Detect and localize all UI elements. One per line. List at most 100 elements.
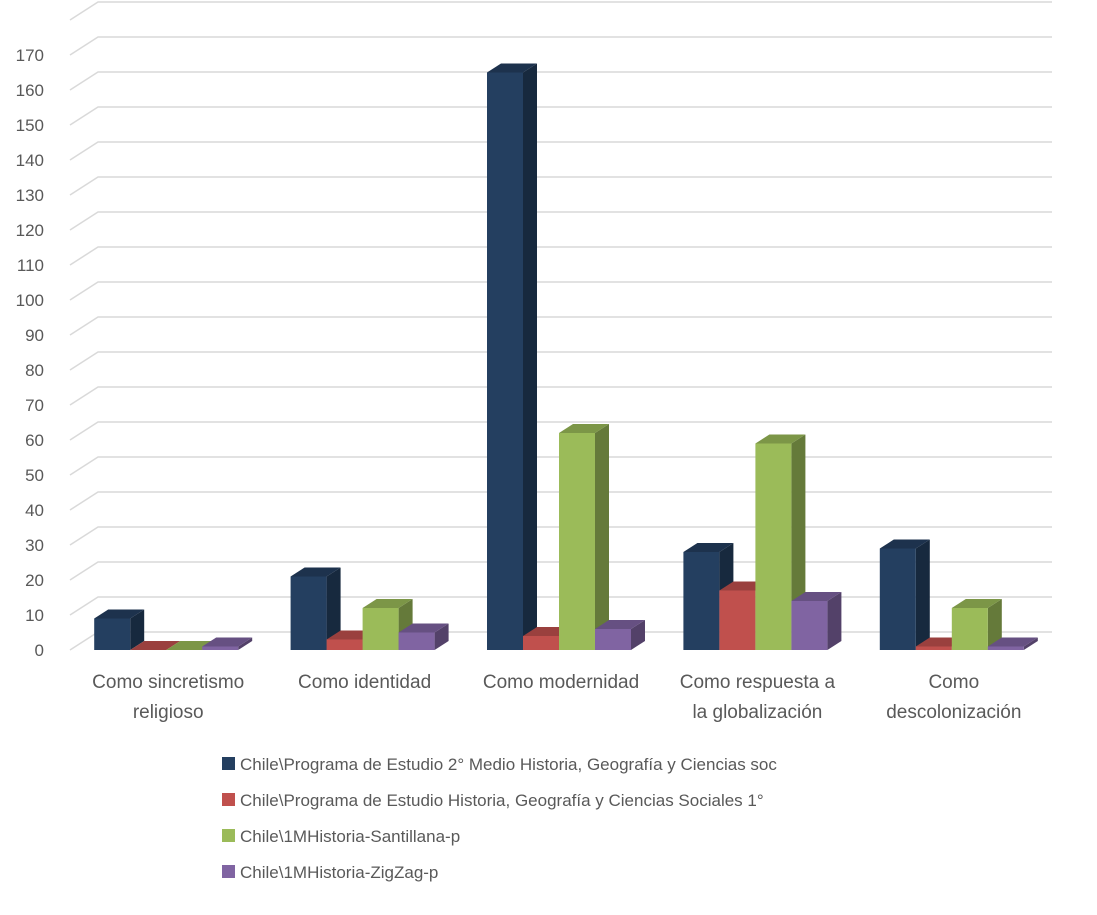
x-category-label: Como identidad <box>298 672 431 693</box>
y-tick-label: 40 <box>25 501 44 520</box>
y-tick-label: 70 <box>25 396 44 415</box>
bar-top <box>202 637 253 647</box>
bar-top <box>94 609 145 619</box>
bar-front <box>683 552 720 650</box>
gridline <box>69 211 1052 231</box>
x-category-label: Como respuesta a la globalización <box>680 672 836 723</box>
x-category-label: Como modernidad <box>483 672 639 693</box>
y-tick-label: 10 <box>25 606 44 625</box>
x-category-label: Como descolonización <box>886 672 1021 723</box>
bar-side <box>595 424 609 650</box>
bar <box>755 434 806 650</box>
legend-item: Chile\Programa de Estudio Historia, Geog… <box>222 791 764 810</box>
legend-label: Chile\1MHistoria-Santillana-p <box>240 827 460 846</box>
gridline <box>69 176 1052 196</box>
bar-top <box>290 567 341 577</box>
y-tick-label: 30 <box>25 536 44 555</box>
gridline <box>69 281 1052 301</box>
bar-front <box>755 443 792 650</box>
y-tick-label: 20 <box>25 571 44 590</box>
legend-swatch <box>222 793 235 806</box>
bar-side <box>1023 637 1038 650</box>
gridline <box>69 491 1052 511</box>
bar <box>987 637 1038 650</box>
bar <box>951 599 1002 650</box>
bar-top <box>791 592 842 601</box>
gridline <box>69 526 1052 546</box>
bar-side <box>434 623 449 650</box>
y-tick-label: 170 <box>16 46 44 65</box>
bar-top <box>398 623 449 633</box>
bar-side <box>987 599 1002 650</box>
bar <box>398 623 449 650</box>
y-tick-label: 160 <box>16 81 44 100</box>
bar <box>290 567 341 650</box>
y-tick-label: 90 <box>25 326 44 345</box>
gridline <box>69 71 1052 91</box>
bar-top <box>595 620 645 629</box>
bar-front <box>719 590 756 650</box>
y-tick-label: 130 <box>16 186 44 205</box>
legend: Chile\Programa de Estudio 2° Medio Histo… <box>222 755 777 882</box>
bar-top <box>987 637 1038 647</box>
bar <box>94 609 145 650</box>
gridline <box>69 1 1052 21</box>
bar-top <box>683 543 734 552</box>
bar-front <box>951 608 988 650</box>
gridline <box>69 386 1052 406</box>
bar-front <box>326 639 363 650</box>
y-tick-label: 140 <box>16 151 44 170</box>
bar-front <box>987 646 1024 650</box>
bar <box>791 592 842 650</box>
bar-side <box>827 592 842 650</box>
legend-label: Chile\Programa de Estudio Historia, Geog… <box>240 791 764 810</box>
y-tick-label: 120 <box>16 221 44 240</box>
legend-item: Chile\Programa de Estudio 2° Medio Histo… <box>222 755 777 774</box>
bar-front <box>595 629 631 650</box>
legend-label: Chile\Programa de Estudio 2° Medio Histo… <box>240 755 777 774</box>
gridline <box>69 351 1052 371</box>
bar-side <box>915 539 930 650</box>
gridline <box>69 561 1052 581</box>
bar-side <box>631 620 645 650</box>
legend-label: Chile\1MHistoria-ZigZag-p <box>240 863 438 882</box>
y-tick-label: 100 <box>16 291 44 310</box>
bar <box>879 539 930 650</box>
bar <box>559 424 609 650</box>
bar <box>130 641 181 650</box>
bar-front <box>290 576 327 650</box>
bar-side <box>130 609 145 650</box>
bar-front <box>94 618 131 650</box>
bar <box>595 620 645 650</box>
legend-swatch <box>222 757 235 770</box>
bar-front <box>202 646 239 650</box>
bar-top <box>130 641 181 650</box>
y-tick-label: 0 <box>35 641 44 660</box>
bar <box>487 63 537 650</box>
bar-front <box>487 72 523 650</box>
gridline <box>69 421 1052 441</box>
bar-front <box>791 601 828 650</box>
bar <box>202 637 253 650</box>
gridline <box>69 246 1052 266</box>
bar-top <box>879 539 930 549</box>
bar-top <box>559 424 609 433</box>
legend-item: Chile\1MHistoria-Santillana-p <box>222 827 460 846</box>
bar-side <box>238 637 253 650</box>
y-tick-label: 50 <box>25 466 44 485</box>
y-tick-label: 80 <box>25 361 44 380</box>
bar-top <box>755 434 806 444</box>
gridline <box>69 141 1052 161</box>
bar-front <box>523 636 559 650</box>
bar-top <box>951 599 1002 608</box>
legend-swatch <box>222 829 235 842</box>
bar-front <box>362 608 399 650</box>
x-axis-categories: Como sincretismo religioso Como identidad C… <box>92 672 1021 723</box>
bars <box>94 63 1038 650</box>
bar-side <box>326 567 341 650</box>
bar-front <box>915 646 952 650</box>
gridline <box>69 456 1052 476</box>
gridline <box>69 106 1052 126</box>
